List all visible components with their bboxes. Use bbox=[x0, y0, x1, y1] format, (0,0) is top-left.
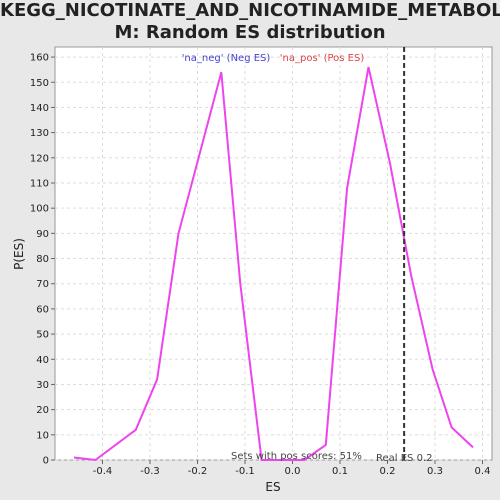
x-tick-label: -0.1 bbox=[235, 466, 255, 477]
y-tick-label: 0 bbox=[43, 456, 49, 467]
x-tick-label: 0.2 bbox=[380, 466, 396, 477]
y-tick-label: 70 bbox=[36, 279, 49, 290]
x-tick-label: 0.1 bbox=[332, 466, 348, 477]
real-es-label: Real ES 0.2 bbox=[376, 453, 432, 464]
x-tick-label: -0.3 bbox=[140, 466, 160, 477]
x-axis-ticks: -0.4 -0.3 -0.2 -0.1 0.0 0.1 0.2 0.3 0.4 bbox=[93, 460, 491, 477]
y-tick-label: 120 bbox=[30, 153, 49, 164]
x-tick-label: 0.0 bbox=[285, 466, 301, 477]
y-tick-label: 50 bbox=[36, 330, 49, 341]
grid bbox=[55, 47, 492, 461]
plot-area bbox=[54, 46, 493, 461]
series-group bbox=[73, 66, 474, 462]
y-tick-label: 10 bbox=[36, 430, 49, 441]
y-axis-ticks: 0 10 20 30 40 50 60 70 80 90 100 110 120 130 140 150 160 bbox=[30, 53, 55, 467]
y-tick-label: 130 bbox=[30, 128, 49, 139]
x-tick-label: 0.3 bbox=[427, 466, 443, 477]
y-tick-label: 110 bbox=[30, 178, 49, 189]
y-tick-label: 150 bbox=[30, 78, 49, 89]
x-tick-label: 0.4 bbox=[475, 466, 491, 477]
y-tick-label: 60 bbox=[36, 304, 49, 315]
legend-pos-label: 'na_pos' (Pos ES) bbox=[280, 53, 365, 64]
y-tick-label: 40 bbox=[36, 355, 49, 366]
x-axis-label: ES bbox=[265, 480, 280, 494]
chart-title: KEGG_NICOTINATE_AND_NICOTINAMIDE_METABOL… bbox=[0, 0, 500, 44]
y-tick-label: 80 bbox=[36, 254, 49, 265]
y-axis-label: P(ES) bbox=[12, 238, 26, 270]
y-tick-label: 140 bbox=[30, 103, 49, 114]
pos-score-annotation: Sets with pos scores: 51% bbox=[231, 451, 362, 462]
y-tick-label: 20 bbox=[36, 405, 49, 416]
y-tick-label: 100 bbox=[30, 204, 49, 215]
chart-title-line-2: M: Random ES distribution bbox=[114, 22, 386, 43]
x-tick-label: -0.2 bbox=[188, 466, 208, 477]
y-tick-label: 30 bbox=[36, 380, 49, 391]
chart-title-line-1: KEGG_NICOTINATE_AND_NICOTINAMIDE_METABOL… bbox=[0, 0, 500, 21]
es-distribution-line bbox=[73, 66, 474, 462]
x-tick-label: -0.4 bbox=[93, 466, 113, 477]
legend-neg-label: 'na_neg' (Neg ES) bbox=[182, 53, 271, 64]
y-tick-label: 90 bbox=[36, 229, 49, 240]
y-tick-label: 160 bbox=[30, 53, 49, 64]
